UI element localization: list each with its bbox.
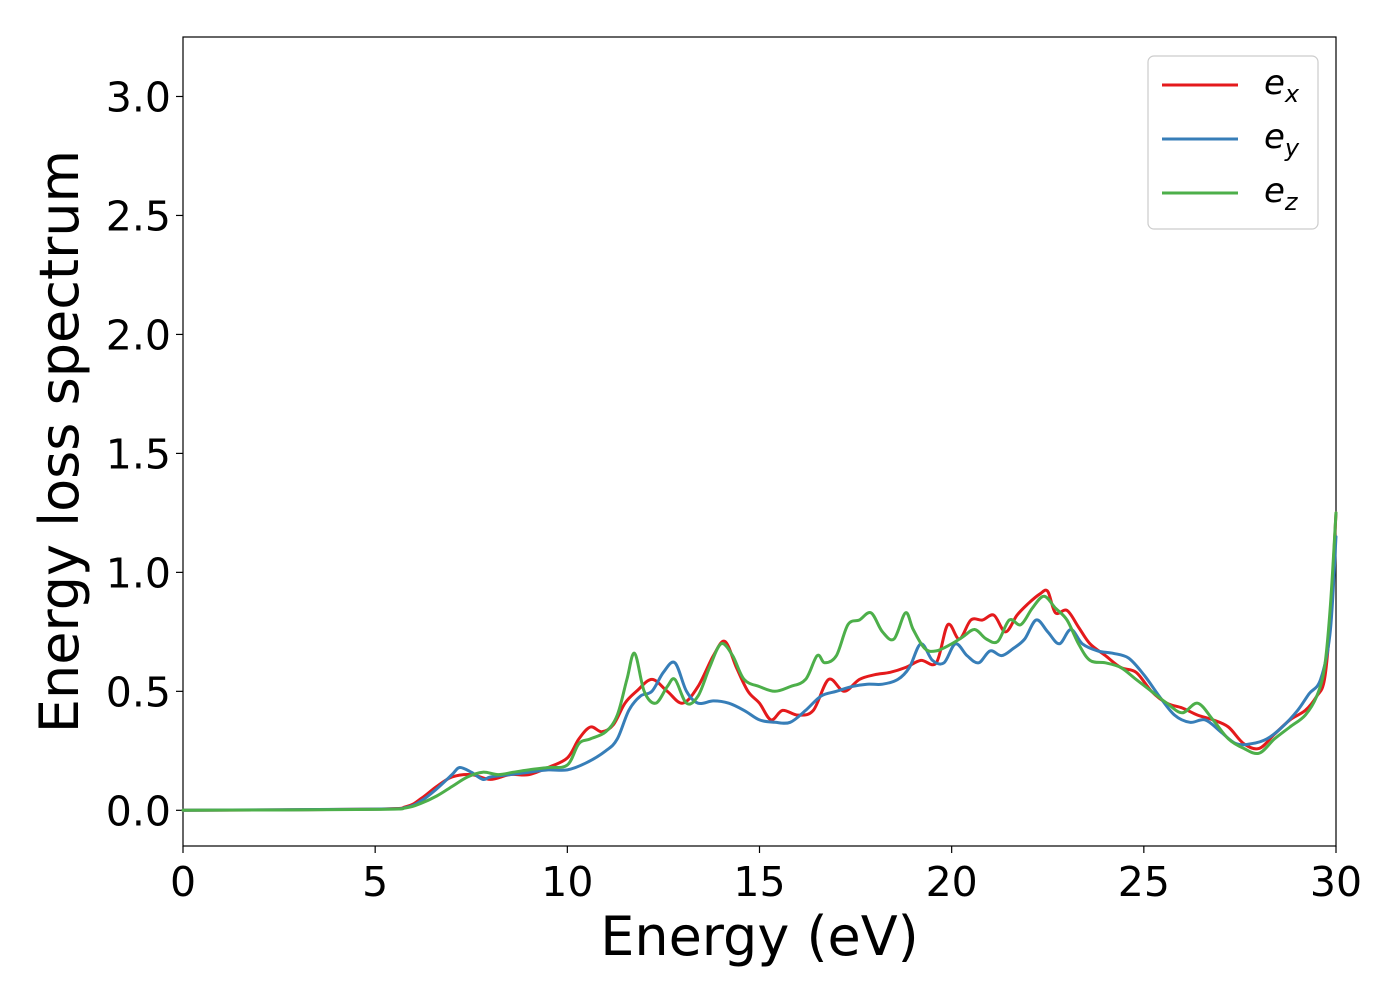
y-tick-label: 2.5 bbox=[106, 192, 171, 240]
legend-label: ez bbox=[1264, 171, 1299, 216]
x-tick-label: 0 bbox=[170, 858, 196, 906]
x-axis-ticks: 0 5 10 15 20 25 30 bbox=[170, 846, 1362, 906]
y-axis-title: Energy loss spectrum bbox=[28, 150, 91, 733]
y-tick-label: 0.5 bbox=[106, 668, 171, 716]
legend-label-subscript: x bbox=[1284, 80, 1300, 108]
x-tick-label: 15 bbox=[733, 858, 785, 906]
legend-label: ey bbox=[1264, 117, 1300, 162]
series-line-ex bbox=[181, 511, 1338, 812]
plot-area bbox=[182, 36, 1337, 847]
legend-box bbox=[1147, 55, 1319, 230]
y-tick-label: 2.0 bbox=[106, 311, 171, 359]
series-lines bbox=[181, 511, 1338, 812]
x-tick-label: 5 bbox=[362, 858, 388, 906]
legend-label-base: e bbox=[1264, 171, 1285, 211]
y-tick-label: 1.5 bbox=[106, 430, 171, 478]
y-tick-label: 1.0 bbox=[106, 549, 171, 597]
y-axis-ticks: 0.0 0.5 1.0 1.5 2.0 2.5 3.0 bbox=[106, 73, 183, 835]
x-tick-label: 10 bbox=[541, 858, 593, 906]
legend-label-base: e bbox=[1264, 117, 1285, 157]
series-line-ez bbox=[181, 511, 1338, 812]
x-tick-label: 30 bbox=[1310, 858, 1362, 906]
y-tick-label: 0.0 bbox=[106, 787, 171, 835]
legend-label-subscript: z bbox=[1284, 188, 1299, 216]
x-tick-label: 25 bbox=[1118, 858, 1170, 906]
x-axis-title: Energy (eV) bbox=[600, 905, 919, 968]
y-tick-label: 3.0 bbox=[106, 73, 171, 121]
legend-label-subscript: y bbox=[1284, 134, 1300, 162]
x-tick-label: 20 bbox=[926, 858, 978, 906]
legend-label-base: e bbox=[1264, 63, 1285, 103]
legend-label: ex bbox=[1264, 63, 1300, 108]
series-line-ey bbox=[181, 535, 1338, 812]
